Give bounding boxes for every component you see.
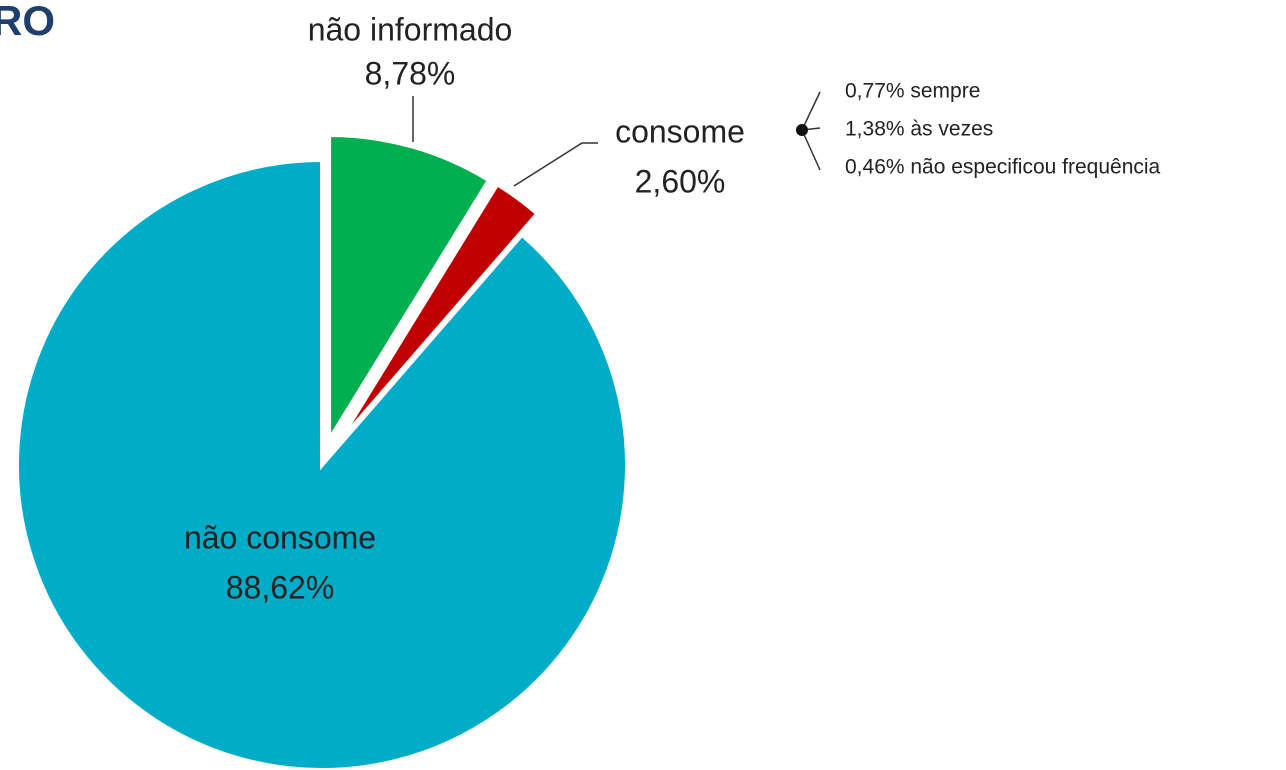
annotation: 1,38% às vezes <box>845 118 993 141</box>
slice-label: consome <box>615 113 745 149</box>
chart: RO não informado 8,78% consome 2,60% não con… <box>0 0 1286 770</box>
value-label: 8,78% <box>365 55 456 91</box>
annotation: 0,46% não especificou frequência <box>845 156 1161 179</box>
slice-label: não informado <box>308 11 513 47</box>
pie-slice <box>17 160 627 770</box>
pie <box>17 135 627 770</box>
value-label: 2,60% <box>635 163 726 199</box>
annotation: 0,77% sempre <box>845 80 980 103</box>
chart-title: RO <box>0 0 55 44</box>
slice-label: não consome <box>184 519 376 555</box>
value-label: 88,62% <box>226 569 335 605</box>
